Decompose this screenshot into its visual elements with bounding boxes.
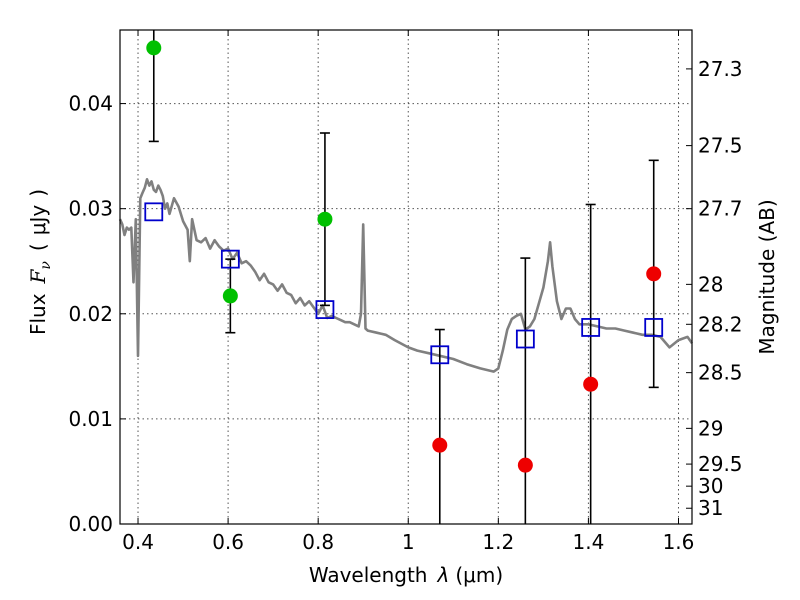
- model-flux-square: [430, 345, 450, 365]
- mag-tick-label: 29.5: [698, 452, 743, 476]
- x-tick-label: 1.4: [573, 530, 605, 554]
- x-tick-label: 1.2: [482, 530, 514, 554]
- y-axis-label: FluxFν(μJy): [26, 189, 54, 335]
- mag-tick-label: 30: [698, 474, 723, 498]
- mag-tick-label: 27.5: [698, 134, 743, 158]
- y-axis-label-text: Flux: [26, 293, 50, 335]
- x-tick-label: 0.4: [122, 530, 154, 554]
- x-tick-label: 0.6: [212, 530, 244, 554]
- x-axis-label: Wavelength λ (μm): [309, 563, 503, 587]
- y-tick-label: 0.01: [68, 407, 113, 431]
- model-flux-square: [581, 318, 601, 337]
- x-tick-label: 1: [402, 530, 415, 554]
- model-flux-square: [315, 300, 335, 319]
- model-flux-square: [220, 249, 240, 269]
- model-spectrum: [118, 178, 694, 373]
- mag-tick-label: 27.3: [698, 57, 743, 81]
- mag-tick-label: 28.2: [698, 312, 743, 336]
- mag-tick-label: 27.7: [698, 197, 743, 221]
- flux-point: [222, 288, 238, 304]
- flux-point: [583, 376, 599, 392]
- y-tick-label: 0.02: [68, 302, 113, 326]
- mag-tick-label: 28.5: [698, 361, 743, 385]
- y2-axis-label: Magnitude (AB): [755, 199, 779, 354]
- y-tick-label: 0.04: [68, 92, 113, 116]
- grid-lines: [120, 30, 692, 524]
- y-tick-label: 0.03: [68, 197, 113, 221]
- flux-point: [646, 266, 662, 282]
- data-points: [144, 40, 664, 473]
- model-spectrum-line: [118, 178, 694, 373]
- mag-tick-label: 28: [698, 272, 723, 296]
- model-flux-square: [144, 202, 164, 222]
- flux-point: [146, 40, 162, 56]
- flux-point: [432, 437, 448, 453]
- flux-point: [317, 211, 333, 227]
- mag-tick-label: 31: [698, 496, 723, 520]
- axis-ticks: 0.4 0.6 0.8 1 1.2 1.4 1.6 0.00 0.01 0.02 0.03 0.04 2…: [68, 30, 743, 554]
- plot-frame: [119, 29, 693, 525]
- model-flux-square: [515, 329, 535, 349]
- x-tick-label: 1.6: [663, 530, 695, 554]
- y-tick-label: 0.00: [68, 512, 113, 536]
- model-flux-square: [644, 318, 664, 337]
- flux-point: [517, 457, 533, 473]
- x-tick-label: 0.8: [302, 530, 334, 554]
- x-axis-label-text: Wavelength: [309, 563, 428, 587]
- mag-tick-label: 29: [698, 416, 723, 440]
